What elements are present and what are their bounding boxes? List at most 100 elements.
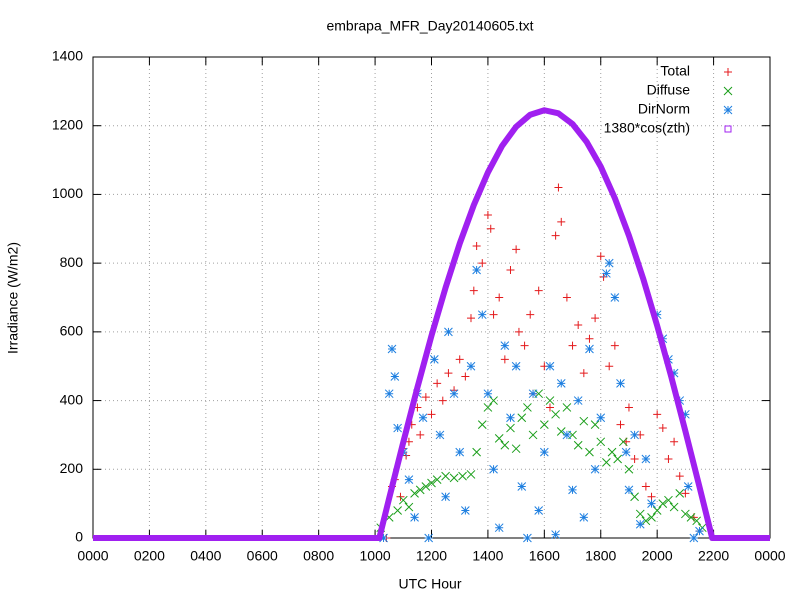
- legend-label: Diffuse: [647, 82, 691, 98]
- point: [551, 409, 560, 419]
- x-tick-label: 1000: [360, 548, 391, 564]
- point: [494, 434, 504, 443]
- y-tick-label: 200: [60, 460, 84, 476]
- x-tick-label: 1600: [529, 548, 560, 564]
- y-tick-label: 800: [60, 254, 84, 270]
- point: [472, 241, 481, 250]
- point: [469, 286, 478, 295]
- point: [681, 409, 690, 419]
- point: [585, 447, 594, 457]
- point: [585, 344, 594, 354]
- point: [486, 224, 495, 233]
- point: [421, 393, 430, 402]
- point: [528, 430, 538, 440]
- point: [681, 509, 690, 519]
- point: [410, 513, 419, 522]
- point: [554, 183, 563, 192]
- point: [557, 217, 566, 226]
- point: [404, 502, 414, 512]
- point: [387, 344, 397, 354]
- point: [590, 420, 600, 429]
- x-tick-label: 1800: [585, 548, 616, 564]
- point: [449, 389, 459, 399]
- legend-marker: [724, 125, 732, 133]
- point: [523, 403, 532, 412]
- point: [562, 430, 572, 440]
- x-tick-label: 0600: [247, 548, 278, 564]
- point: [500, 440, 510, 450]
- point: [624, 485, 634, 495]
- point: [415, 485, 425, 495]
- point: [398, 495, 408, 505]
- point: [478, 259, 487, 268]
- point: [568, 341, 577, 350]
- legend-marker: [723, 105, 733, 115]
- point: [686, 513, 696, 522]
- point: [689, 533, 699, 543]
- point: [495, 293, 504, 302]
- point: [526, 310, 535, 319]
- point: [444, 369, 453, 378]
- point: [444, 327, 453, 337]
- point: [466, 314, 475, 323]
- point: [574, 320, 583, 329]
- point: [613, 454, 623, 464]
- point: [610, 293, 620, 302]
- curve: [93, 107, 770, 541]
- point: [573, 440, 583, 450]
- point: [427, 410, 436, 419]
- point: [410, 488, 419, 498]
- point: [602, 458, 611, 467]
- point: [379, 533, 388, 543]
- point: [669, 502, 679, 512]
- point: [455, 447, 465, 457]
- point: [590, 464, 600, 474]
- y-tick-label: 1000: [52, 185, 83, 201]
- x-tick-label: 1200: [416, 548, 447, 564]
- y-tick-label: 1200: [52, 116, 83, 132]
- point: [539, 447, 549, 457]
- point: [466, 470, 476, 479]
- point: [604, 258, 614, 268]
- point: [630, 492, 639, 502]
- point: [624, 403, 633, 412]
- point: [429, 354, 439, 364]
- x-tick-label: 0200: [134, 548, 165, 564]
- point: [511, 444, 521, 454]
- point: [472, 265, 481, 275]
- x-tick-label: 0000: [77, 548, 108, 564]
- point: [489, 464, 498, 474]
- point: [596, 413, 606, 423]
- point: [635, 509, 645, 519]
- point: [427, 478, 436, 488]
- point: [460, 506, 470, 515]
- chart-title: embrapa_MFR_Day20140605.txt: [326, 18, 533, 34]
- point: [610, 341, 619, 350]
- point: [695, 526, 704, 536]
- y-tick-label: 1400: [52, 48, 83, 64]
- point: [433, 379, 442, 388]
- point: [517, 482, 527, 491]
- point: [506, 413, 515, 423]
- point: [520, 341, 529, 350]
- point: [692, 516, 702, 526]
- point: [466, 361, 476, 371]
- point: [511, 361, 521, 371]
- point: [607, 447, 617, 457]
- point: [432, 475, 442, 484]
- point: [441, 471, 450, 481]
- point: [458, 471, 467, 481]
- point: [605, 362, 614, 371]
- point: [489, 310, 498, 319]
- point: [670, 437, 679, 446]
- point: [556, 427, 566, 436]
- point: [683, 482, 693, 491]
- point: [506, 266, 515, 275]
- point: [635, 519, 645, 529]
- point: [562, 403, 572, 412]
- point: [500, 341, 510, 350]
- point: [616, 420, 625, 429]
- point: [556, 379, 566, 388]
- point: [652, 310, 662, 320]
